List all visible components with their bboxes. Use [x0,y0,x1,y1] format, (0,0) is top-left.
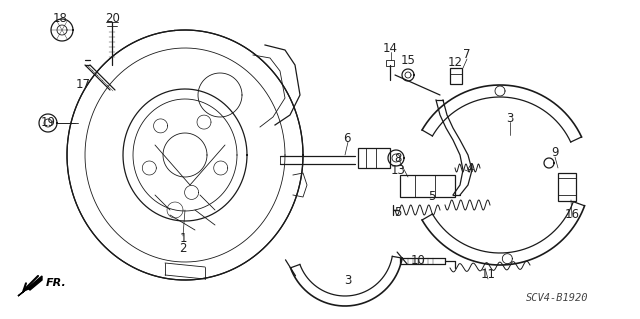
Text: 17: 17 [76,78,90,91]
Text: 13: 13 [390,164,405,176]
Text: 12: 12 [447,56,463,69]
Text: 16: 16 [564,209,579,221]
Text: 10: 10 [411,254,426,266]
Text: 5: 5 [394,205,402,219]
Text: 19: 19 [40,115,56,129]
Text: 3: 3 [506,112,514,124]
Text: SCV4-B1920: SCV4-B1920 [525,293,588,303]
Text: 7: 7 [463,48,471,62]
Text: 11: 11 [481,269,495,281]
Bar [450,68,462,84]
Text: 20: 20 [106,11,120,25]
Bar [400,175,455,197]
Text: 2: 2 [179,241,187,255]
Text: 4: 4 [467,161,474,174]
Text: 8: 8 [394,152,402,165]
Text: 6: 6 [343,131,351,145]
Text: 14: 14 [383,41,397,55]
Text: 15: 15 [401,54,415,66]
Text: 3: 3 [344,273,352,286]
Polygon shape [18,276,42,296]
Text: 1: 1 [179,232,187,244]
Bar [358,148,390,168]
Text: 5: 5 [428,189,436,203]
Text: 9: 9 [551,146,559,160]
Text: 18: 18 [52,11,67,25]
Bar [558,173,576,201]
Bar [386,60,394,66]
Text: FR.: FR. [46,278,67,288]
